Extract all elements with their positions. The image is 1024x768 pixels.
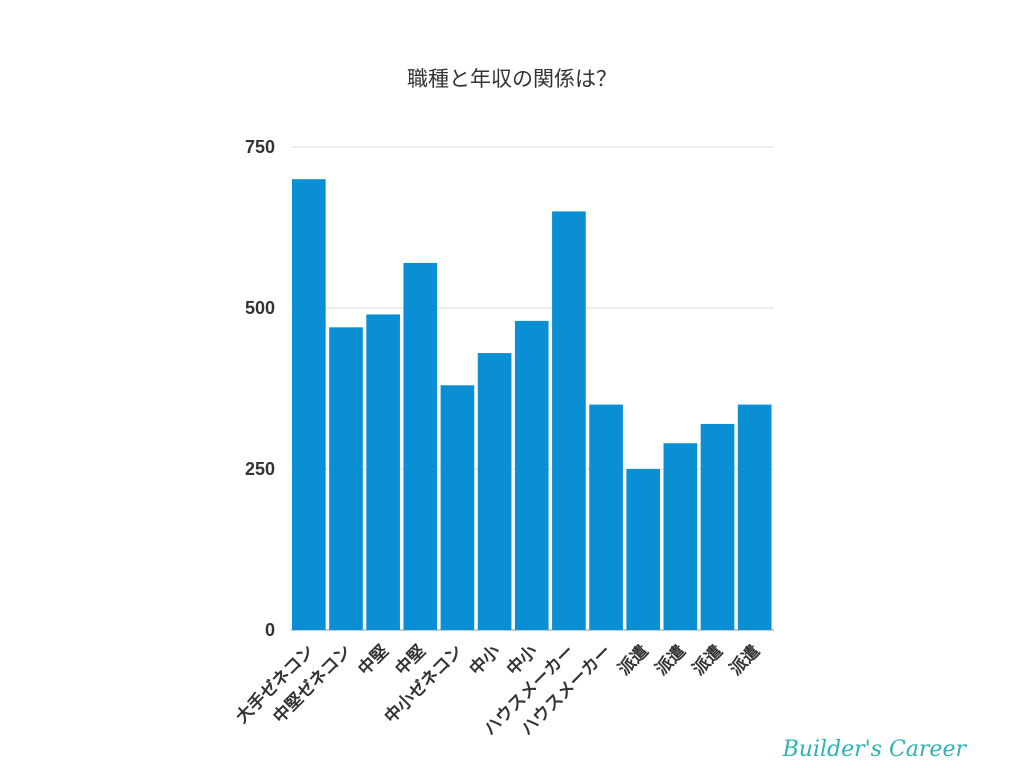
bar [552, 211, 586, 630]
bar [700, 423, 735, 630]
x-tick-label: 派遣 [651, 641, 690, 680]
y-tick-label: 500 [245, 298, 275, 318]
chart-title: 職種と年収の関係は？ [407, 67, 617, 91]
bar [292, 179, 326, 630]
bar [626, 469, 661, 630]
bar [366, 314, 400, 630]
bar [514, 320, 549, 630]
x-tick-label: 派遣 [614, 641, 653, 680]
y-tick-label: 0 [265, 620, 275, 640]
builders-career-logo: Builder's Career [782, 737, 966, 762]
x-tick-label: 派遣 [688, 641, 727, 680]
y-tick-label: 750 [245, 137, 275, 157]
x-tick-label: 中小 [465, 641, 504, 680]
bar [737, 404, 772, 630]
bar [663, 443, 698, 630]
y-tick-label: 250 [245, 459, 275, 479]
x-tick-label: 派遣 [725, 641, 764, 680]
x-tick-label: 中堅 [354, 641, 393, 680]
bar [440, 385, 475, 630]
bar [477, 353, 512, 630]
bar [403, 262, 438, 630]
bar [329, 327, 363, 630]
bar [589, 404, 623, 630]
